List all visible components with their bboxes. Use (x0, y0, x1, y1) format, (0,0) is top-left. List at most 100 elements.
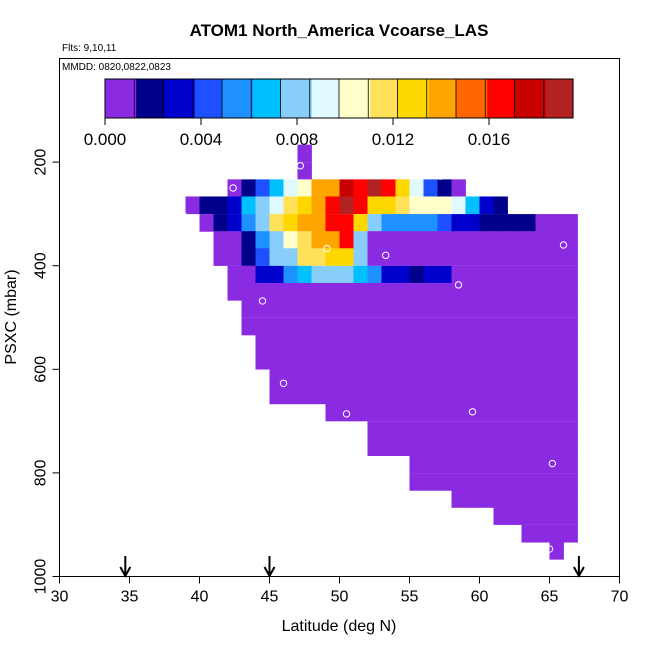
heatmap-cell (479, 455, 494, 474)
heatmap-cell (465, 386, 480, 405)
colorbar-segment (514, 79, 519, 118)
y-tick-label: 200 (33, 149, 50, 176)
heatmap-cell (563, 386, 578, 405)
heatmap-cell (283, 334, 298, 353)
heatmap-cell (423, 248, 438, 266)
heatmap-cell (311, 334, 326, 353)
heatmap-cell (339, 214, 354, 232)
heatmap-cell (563, 231, 578, 249)
colorbar-segment (409, 79, 414, 118)
colorbar-segment (354, 79, 360, 118)
heatmap-cell (493, 300, 508, 318)
colorbar-segment (284, 79, 289, 118)
heatmap-cell (451, 490, 466, 508)
heatmap-cell (227, 231, 242, 249)
heatmap-cell (409, 386, 424, 405)
colorbar-segment (428, 79, 434, 118)
heatmap-cell (563, 473, 578, 491)
colorbar-tick-label: 0.016 (468, 130, 511, 149)
heatmap-cell (493, 231, 508, 249)
heatmap-cell (465, 421, 480, 439)
heatmap-cell (465, 300, 480, 318)
heatmap-cell (311, 214, 326, 232)
sample-marker (454, 281, 463, 289)
colorbar-segment (194, 79, 200, 118)
heatmap-cell (353, 403, 368, 422)
colorbar-segment (105, 79, 110, 118)
flight-arrow-head (573, 566, 585, 579)
heatmap-cell (311, 369, 326, 388)
heatmap-cell (451, 455, 466, 474)
colorbar-segment (128, 79, 133, 118)
heatmap-cell (409, 282, 424, 301)
colorbar-segment (479, 79, 484, 118)
heatmap-cell (199, 214, 214, 232)
colorbar-segment (444, 79, 449, 118)
heatmap-cell (227, 214, 242, 232)
heatmap-cell (563, 490, 578, 508)
heatmap-cell (311, 386, 326, 405)
heatmap-cell (423, 473, 438, 491)
heatmap-cell (241, 214, 256, 232)
heatmap-cell (493, 248, 508, 266)
heatmap-cell (311, 248, 326, 266)
heatmap-cell (479, 438, 494, 457)
sample-marker (180, 212, 188, 221)
heatmap-cell (563, 507, 578, 525)
sample-markers (180, 162, 568, 553)
heatmap-cell (479, 334, 494, 353)
heatmap-cell (381, 196, 396, 215)
colorbar-segment (459, 79, 465, 118)
heatmap-cell (465, 282, 480, 301)
colorbar-segment (495, 79, 500, 118)
heatmap-cell (269, 196, 284, 215)
heatmap-cell (381, 403, 396, 422)
heatmap-cell (423, 231, 438, 249)
heatmap-cell (521, 300, 536, 318)
heatmap-cell (353, 179, 368, 198)
heatmap-cell (381, 421, 396, 439)
colorbar-segment (183, 79, 188, 118)
heatmap-cell (437, 231, 452, 249)
heatmap-cell (381, 334, 396, 353)
flights-note: Flts: 9,10,11 (62, 43, 117, 54)
heatmap-cell (325, 231, 340, 249)
heatmap-cell (227, 282, 242, 301)
heatmap-cell (437, 386, 452, 405)
heatmap-cell (283, 248, 298, 266)
heatmap-cell (465, 473, 480, 491)
heatmap-cell (437, 300, 452, 318)
colorbar-segment (436, 79, 441, 118)
heatmap-cell (409, 334, 424, 353)
colorbar-segment (233, 79, 239, 118)
heatmap-cell (255, 300, 270, 318)
heatmap-cell (283, 369, 298, 388)
heatmap-cell (507, 317, 522, 336)
heatmap-cell (423, 386, 438, 405)
heatmap-cell (269, 265, 284, 284)
heatmap-cell (367, 265, 382, 284)
colorbar-segment (413, 79, 418, 118)
heatmap-cell (241, 300, 256, 318)
heatmap-cell (423, 214, 438, 232)
heatmap-cell (451, 214, 466, 232)
colorbar-segment (397, 79, 402, 118)
heatmap-cell (521, 490, 536, 508)
colorbar-segment (467, 79, 473, 118)
colorbar-segment (339, 79, 344, 118)
heatmap-cell (549, 473, 564, 491)
heatmap-cell (255, 231, 270, 249)
heatmap-cell (493, 421, 508, 439)
heatmap-cell (367, 248, 382, 266)
heatmap-cell (395, 386, 410, 405)
heatmap-cell (367, 351, 382, 370)
heatmap-cell (255, 317, 270, 336)
heatmap-cell (493, 490, 508, 508)
heatmap-cell (297, 282, 312, 301)
heatmap-cell (353, 231, 368, 249)
heatmap-cell (241, 248, 256, 266)
colorbar-segment (292, 79, 297, 118)
heatmap-cell (479, 300, 494, 318)
colorbar-segment (171, 79, 176, 118)
heatmap-cell (479, 196, 494, 215)
